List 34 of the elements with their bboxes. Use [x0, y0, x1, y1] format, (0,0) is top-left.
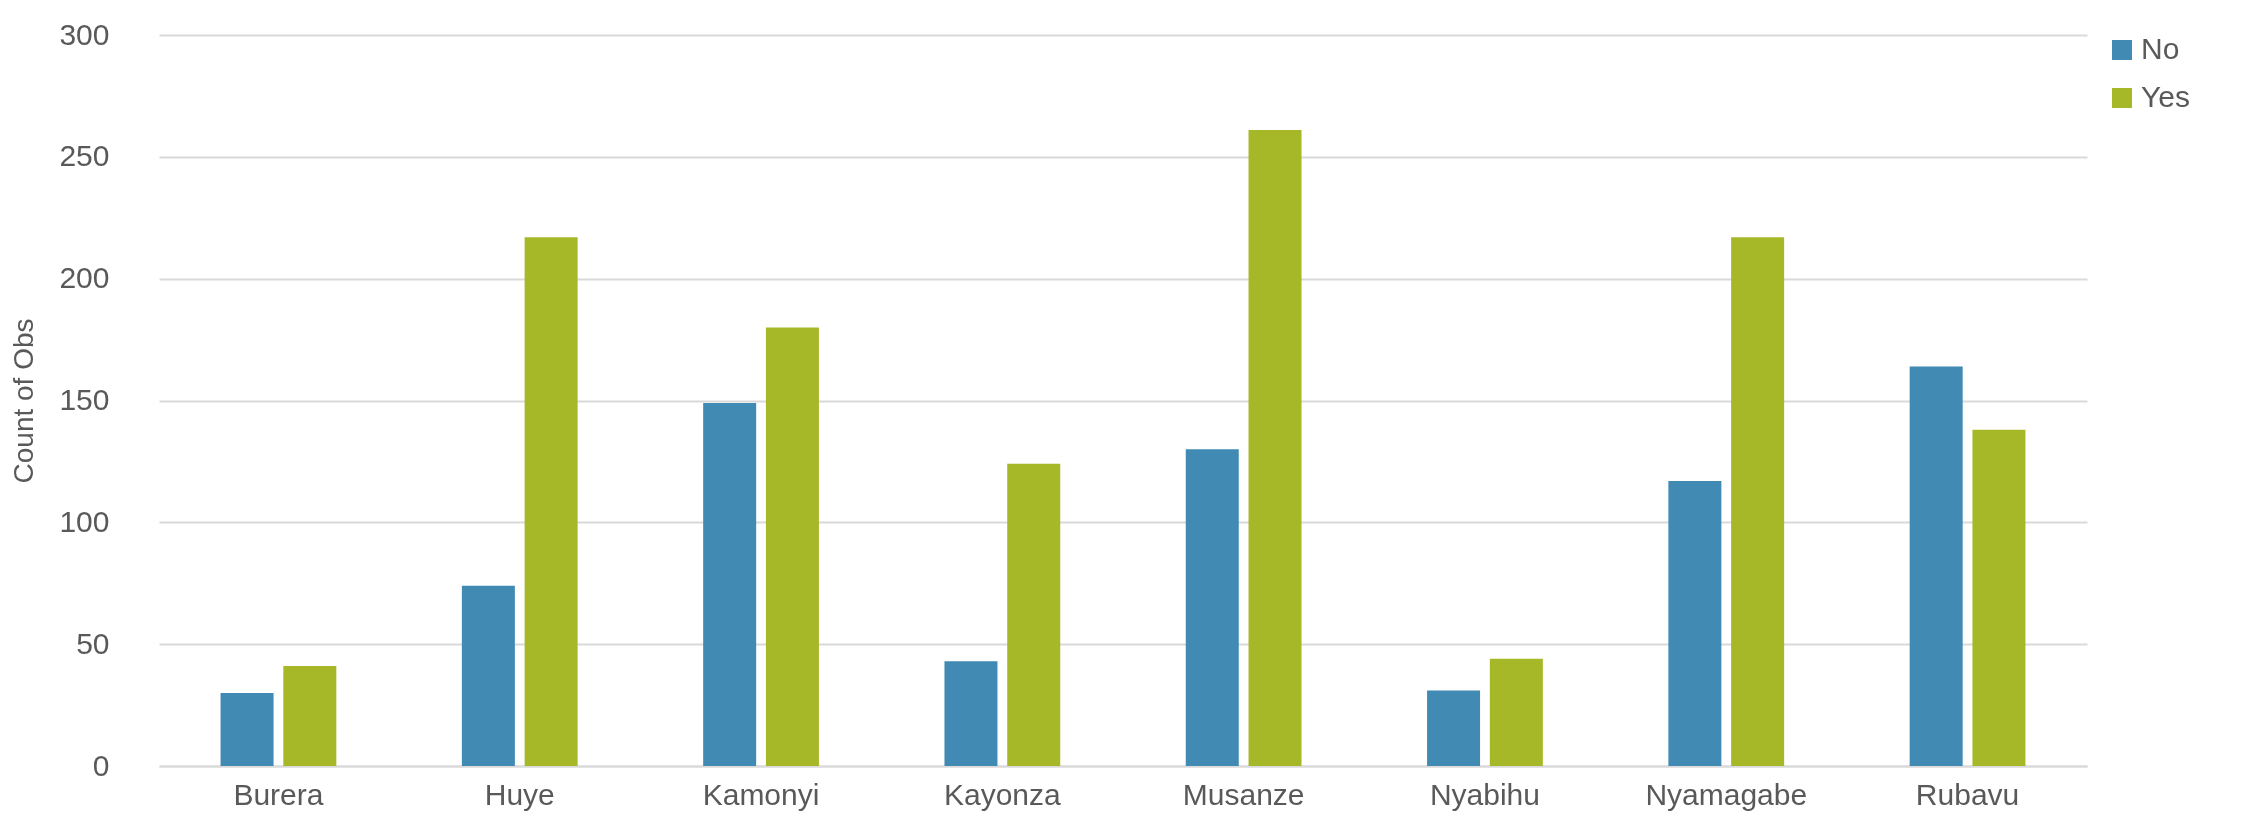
bar [1489, 658, 1543, 766]
y-tick-label: 200 [59, 261, 110, 295]
x-tick-label: Nyabihu [1429, 777, 1540, 811]
bar [1668, 480, 1722, 766]
y-tick-label: 250 [59, 139, 110, 173]
bar [944, 661, 998, 766]
bar [1427, 690, 1481, 766]
legend-label: No [2141, 32, 2180, 65]
bar [703, 402, 757, 766]
x-tick-label: Burera [233, 777, 324, 811]
bar [1185, 449, 1239, 766]
bar [1909, 366, 1963, 766]
y-tick-label: 100 [59, 504, 110, 538]
bar [1731, 237, 1785, 766]
bar [220, 692, 274, 766]
y-tick-label: 50 [76, 626, 110, 660]
bar [1007, 463, 1061, 766]
bar [765, 327, 819, 766]
x-tick-label: Huye [484, 777, 555, 811]
y-axis-title: Count of Obs [8, 318, 40, 484]
x-tick-label: Musanze [1182, 777, 1305, 811]
legend-label: Yes [2141, 80, 2190, 113]
y-tick-label: 150 [59, 383, 110, 416]
x-tick-label: Kamonyi [702, 777, 820, 811]
x-tick-label: Nyamagabe [1645, 777, 1808, 811]
bar [1248, 130, 1302, 766]
bar [1972, 429, 2026, 766]
bar [461, 585, 515, 766]
bar [524, 237, 578, 766]
y-tick-label: 0 [92, 748, 110, 782]
x-tick-label: Kayonza [943, 777, 1062, 811]
bar [283, 666, 337, 766]
y-tick-label: 300 [59, 17, 110, 51]
x-tick-label: Rubavu [1915, 777, 2020, 811]
